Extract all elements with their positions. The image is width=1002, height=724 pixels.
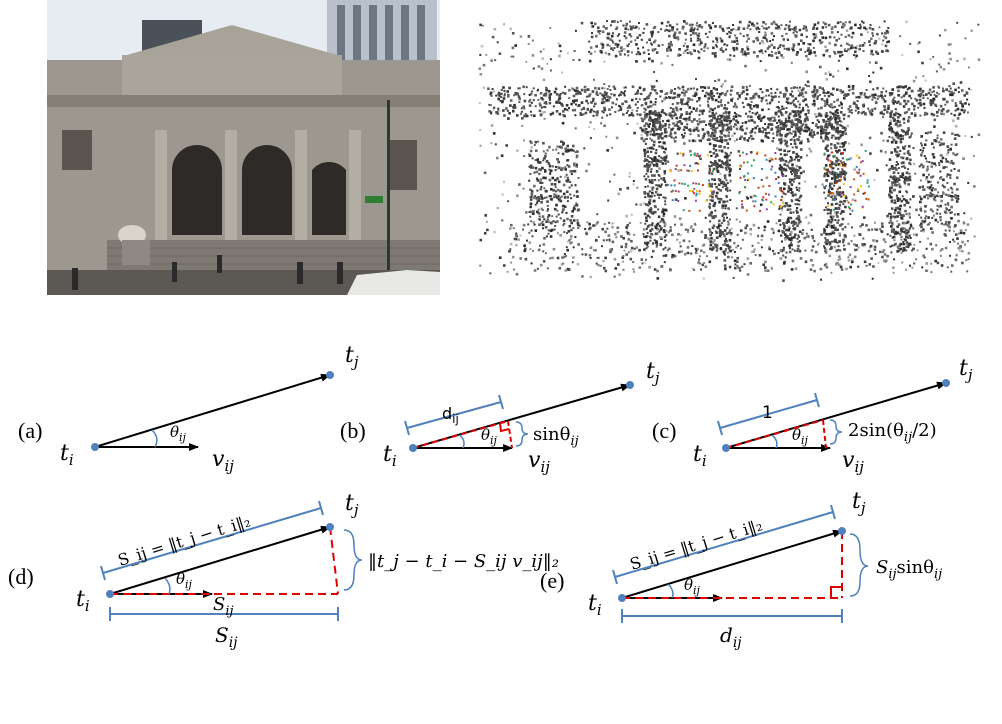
panel-e: (e) ti tj θij dij S_ij = ‖t_j − t_i‖₂ Si… xyxy=(540,489,942,651)
panel-d: (d) ti tj θij Sij Sij S_ij = ‖t_j − t_i‖… xyxy=(8,491,559,651)
panel-a: (a) ti tj vij θij xyxy=(18,343,359,475)
panel-e-tag: (e) xyxy=(540,568,564,593)
panel-d-tag: (d) xyxy=(8,564,34,589)
point-tj xyxy=(326,371,334,379)
point-ti xyxy=(91,443,99,451)
panel-c-tag: (c) xyxy=(652,418,676,443)
panel-c: (c) ti tj vij θij 1 2sin(θij/2) xyxy=(652,356,973,476)
panel-b: (b) ti tj vij θij dij sinθij xyxy=(340,359,660,476)
sparse-3d-point-cloud xyxy=(478,20,981,282)
panel-a-tag: (a) xyxy=(18,418,42,443)
panel-b-tag: (b) xyxy=(340,418,366,443)
library-building-photo xyxy=(47,0,440,295)
